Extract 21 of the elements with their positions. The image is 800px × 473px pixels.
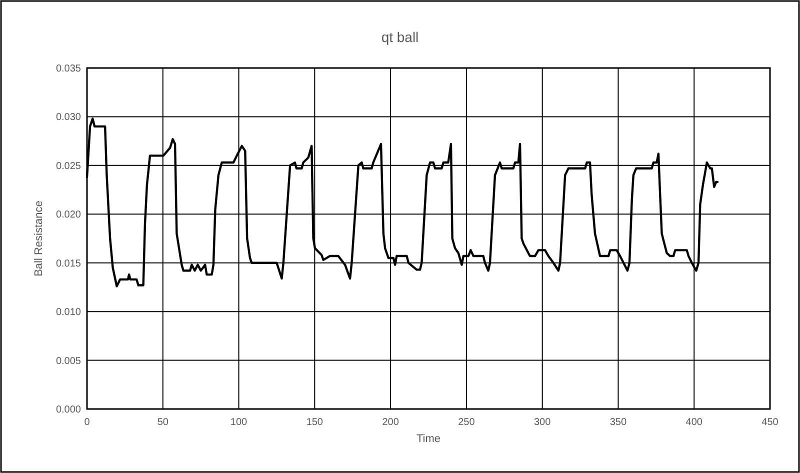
- x-tick-label: 300: [534, 417, 552, 428]
- y-axis-title: Ball Resistance: [33, 200, 45, 276]
- y-tick-label: 0.020: [56, 210, 82, 221]
- y-tick-label: 0.030: [56, 112, 82, 124]
- x-tick-label: 400: [686, 417, 703, 428]
- x-tick-label: 200: [382, 417, 400, 428]
- x-axis-title: Time: [416, 433, 441, 445]
- y-tick-label: 0.010: [56, 307, 82, 318]
- x-tick-label: 150: [306, 417, 324, 428]
- y-tick-label: 0.005: [56, 356, 82, 367]
- y-tick-label: 0.000: [56, 404, 82, 416]
- y-tick-label: 0.035: [56, 64, 82, 74]
- y-tick-label: 0.015: [56, 258, 82, 270]
- x-tick-label: 0: [84, 417, 90, 428]
- chart-title: qt ball: [381, 29, 419, 45]
- x-tick-label: 100: [230, 417, 248, 428]
- x-tick-label: 250: [458, 417, 476, 428]
- x-tick-label: 50: [157, 417, 169, 428]
- y-tick-label: 0.025: [56, 160, 82, 172]
- x-tick-label: 350: [610, 417, 627, 428]
- x-tick-label: 450: [762, 417, 779, 428]
